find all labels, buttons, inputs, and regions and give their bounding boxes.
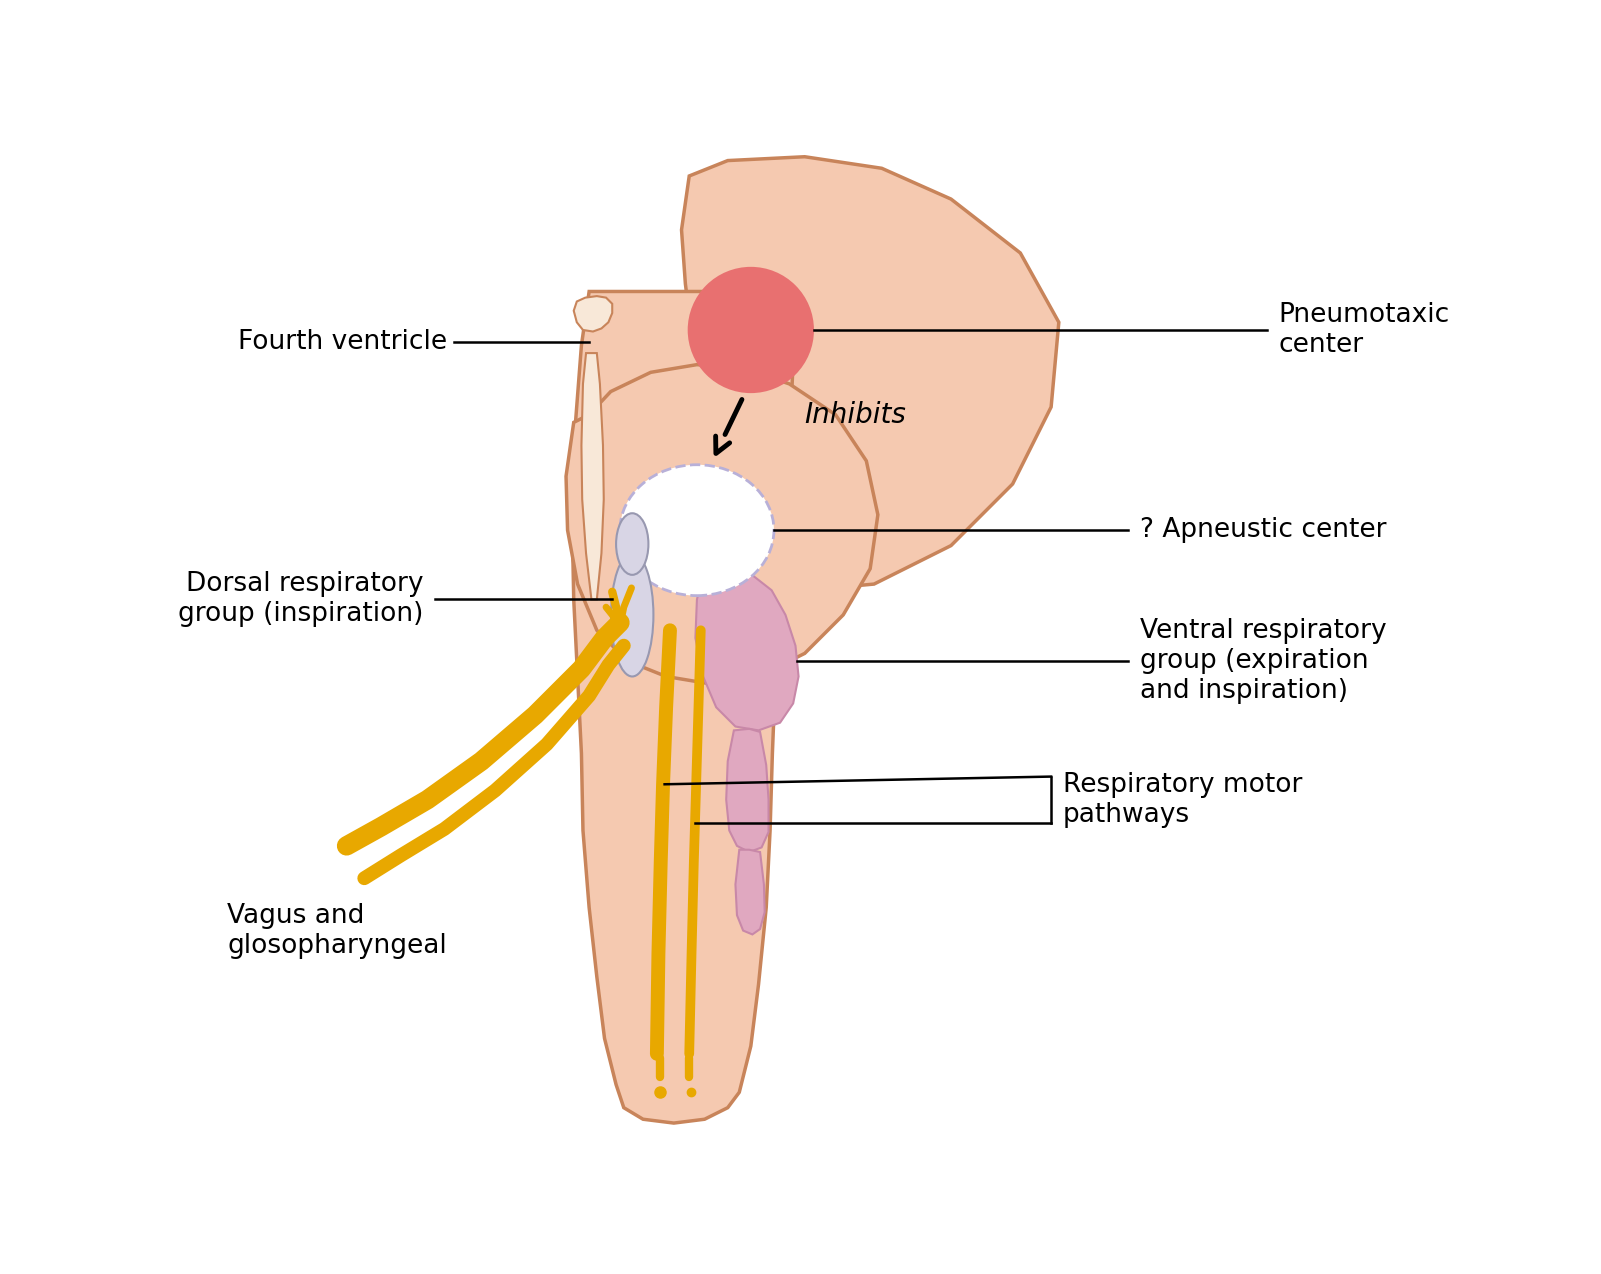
- Circle shape: [688, 266, 813, 394]
- Polygon shape: [658, 157, 1058, 592]
- Polygon shape: [695, 568, 799, 730]
- Polygon shape: [581, 353, 604, 600]
- Ellipse shape: [616, 513, 648, 575]
- Polygon shape: [735, 850, 765, 934]
- Polygon shape: [567, 364, 877, 684]
- Ellipse shape: [620, 465, 773, 596]
- Text: Ventral respiratory
group (expiration
and inspiration): Ventral respiratory group (expiration an…: [1140, 618, 1386, 705]
- Text: Respiratory motor
pathways: Respiratory motor pathways: [1063, 772, 1302, 828]
- Polygon shape: [727, 729, 768, 852]
- Polygon shape: [573, 296, 612, 331]
- Ellipse shape: [612, 553, 653, 676]
- Text: ? Apneustic center: ? Apneustic center: [1140, 517, 1386, 543]
- Text: Dorsal respiratory
group (inspiration): Dorsal respiratory group (inspiration): [178, 572, 424, 628]
- Text: Fourth ventricle: Fourth ventricle: [237, 329, 447, 354]
- Text: Vagus and
glosopharyngeal: Vagus and glosopharyngeal: [227, 902, 447, 958]
- Text: Inhibits: Inhibits: [805, 401, 906, 428]
- Polygon shape: [572, 292, 792, 1124]
- Text: Pneumotaxic
center: Pneumotaxic center: [1278, 302, 1449, 358]
